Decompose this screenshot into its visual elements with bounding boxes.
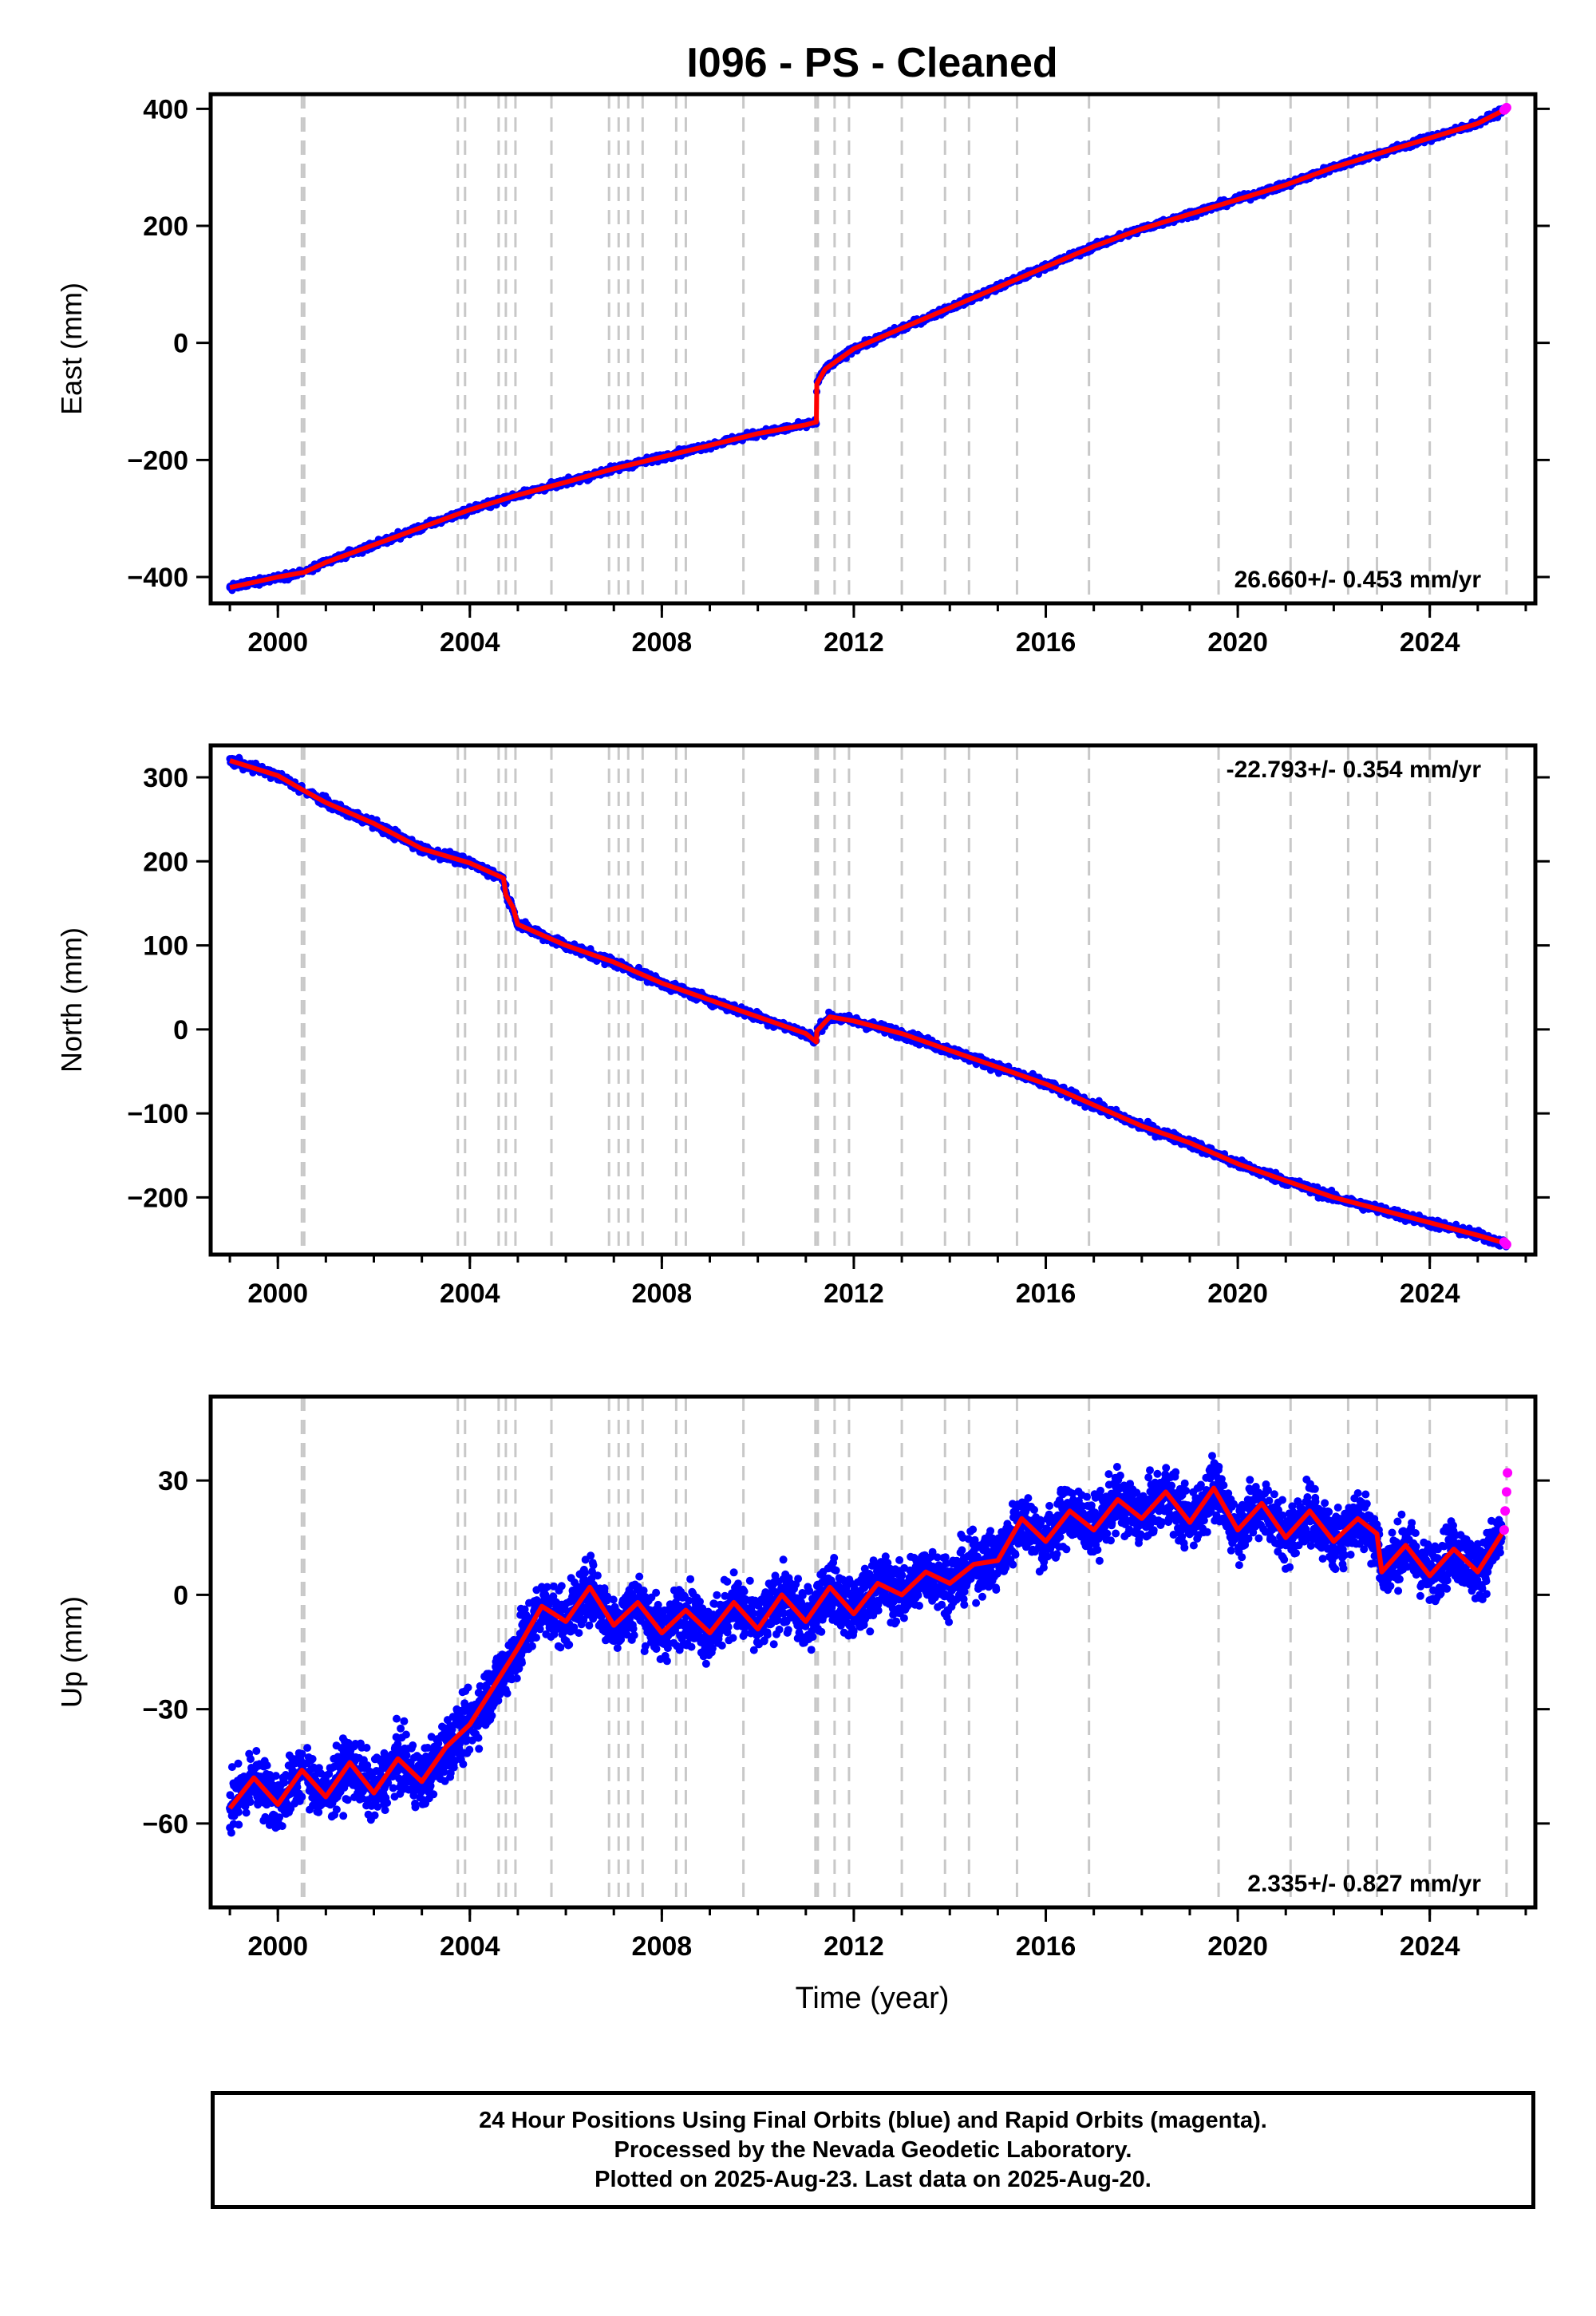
event-lines <box>300 94 1508 603</box>
rapid-orbit-points <box>1499 1237 1511 1250</box>
rapid-orbit-points <box>1499 102 1511 115</box>
data-point <box>235 1820 243 1829</box>
data-point <box>246 1798 255 1806</box>
data-point <box>234 1808 243 1816</box>
plot-frame <box>208 92 1538 606</box>
x-tick-label: 2000 <box>247 1279 308 1309</box>
x-tick-label: 2008 <box>632 627 693 658</box>
x-tick-label: 2016 <box>1016 1279 1077 1309</box>
final-orbit-points <box>226 104 1511 595</box>
y-tick-label: 0 <box>173 1015 188 1045</box>
chart-title: I096 - PS - Cleaned <box>686 40 1057 86</box>
y-tick-label: −400 <box>127 563 188 593</box>
up-panel: 2000 2004 2008 2012 2016 2020 2024−60−30030Up … <box>55 1394 1550 1962</box>
east-panel: 2000 2004 2008 2012 2016 2020 2024 −400 −200 0 200… <box>55 92 1550 658</box>
x-tick-label: 2016 <box>1016 627 1077 658</box>
model-fit-line <box>229 106 1508 591</box>
event-lines <box>300 1397 1508 1907</box>
y-tick-label: −200 <box>127 445 188 476</box>
data-point <box>242 1808 251 1817</box>
x-tick-label: 2024 <box>1400 627 1460 658</box>
data-point <box>275 1813 284 1822</box>
data-point <box>293 1783 302 1792</box>
data-point <box>227 1828 235 1837</box>
data-point <box>303 1744 312 1753</box>
x-tick-label: 2012 <box>824 1279 884 1309</box>
data-point <box>308 1755 317 1763</box>
data-point <box>278 1822 286 1831</box>
plot-frame <box>208 743 1538 1257</box>
y-tick-label: −200 <box>127 1183 188 1213</box>
y-tick-label: 0 <box>173 329 188 359</box>
x-tick-label: 2008 <box>632 1279 693 1309</box>
event-lines <box>300 745 1508 1255</box>
rate-annotation: -22.793+/- 0.354 mm/yr <box>1227 757 1482 783</box>
rate-annotation: 26.660+/- 0.453 mm/yr <box>1235 567 1482 593</box>
final-orbit-points <box>226 753 1511 1251</box>
x-tick-label: 2020 <box>1207 1279 1268 1309</box>
x-tick-label: 2020 <box>1207 627 1268 658</box>
x-tick-label: 2004 <box>440 1279 500 1309</box>
y-tick-label: −100 <box>127 1099 188 1129</box>
y-tick-label: 300 <box>143 763 188 793</box>
north-panel: 2000 2004 2008 2012 2016 2020 2024 −200 −100 0 100… <box>55 743 1550 1309</box>
x-tick-label: 2024 <box>1400 1279 1460 1309</box>
model-fit-line <box>229 758 1507 1247</box>
data-point <box>247 1755 255 1764</box>
data-point <box>263 1761 271 1770</box>
y-tick-label: 400 <box>143 94 188 124</box>
x-tick-label: 2012 <box>824 627 884 658</box>
x-tick-label: 2004 <box>440 627 500 658</box>
data-point <box>271 1772 280 1780</box>
y-axis-label: East (mm) <box>55 283 88 415</box>
data-point <box>226 1791 235 1800</box>
data-point <box>298 1749 306 1758</box>
y-axis-label: North (mm) <box>55 927 88 1073</box>
x-tick-label: 2000 <box>247 627 308 658</box>
data-point <box>298 1792 306 1801</box>
data-point <box>280 1778 289 1787</box>
rapid-data-point <box>1501 1239 1511 1250</box>
y-tick-label: 200 <box>143 847 188 877</box>
data-point <box>252 1747 261 1755</box>
data-point <box>227 1763 236 1772</box>
y-tick-label: 100 <box>143 931 188 962</box>
rapid-data-point <box>1501 102 1511 113</box>
data-point <box>234 1759 243 1768</box>
y-tick-label: 200 <box>143 211 188 242</box>
